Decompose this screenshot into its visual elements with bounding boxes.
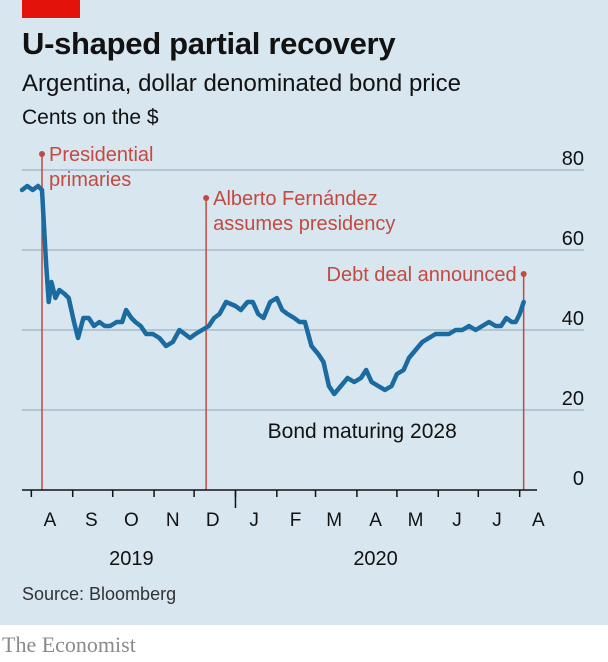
annotation-layer: Presidential primaries Alberto Fernández as… xyxy=(39,144,527,490)
x-month-label-6: F xyxy=(290,510,302,531)
series-layer: Bond maturing 2028 xyxy=(19,183,526,443)
grid-layer: 0 20 40 60 80 xyxy=(22,148,584,490)
bond-price-chart: 0 20 40 60 80 Presidential primaries Alberto F… xyxy=(19,144,584,570)
annotation-label-0-0: Presidential xyxy=(49,144,154,166)
x-month-label-3: N xyxy=(166,510,180,531)
x-axis: A S O N D J F M A M J J A 2019 2020 xyxy=(22,489,545,570)
chart-unit-label: Cents on the $ xyxy=(22,106,159,129)
brand-red-tag xyxy=(22,0,80,18)
source-note: Source: Bloomberg xyxy=(22,584,177,604)
x-month-label-4: D xyxy=(206,510,220,531)
annotation-dot-1 xyxy=(203,195,210,201)
x-month-label-9: M xyxy=(408,510,424,531)
annotation-label-1-0: Alberto Fernández xyxy=(213,188,378,210)
annotation-dot-2 xyxy=(520,271,527,277)
chart-title: U-shaped partial recovery xyxy=(22,26,396,61)
y-tick-label-40: 40 xyxy=(562,308,584,330)
publisher-logo: The Economist xyxy=(2,632,136,657)
annotation-label-1-1: assumes presidency xyxy=(213,213,395,235)
x-month-label-8: A xyxy=(369,510,382,531)
x-month-label-10: J xyxy=(452,510,462,531)
x-month-label-0: A xyxy=(44,510,57,531)
x-month-label-5: J xyxy=(249,510,259,531)
x-month-label-12: A xyxy=(532,510,545,531)
annotation-label-2-0: Debt deal announced xyxy=(327,264,517,286)
y-tick-label-80: 80 xyxy=(562,148,584,170)
chart-panel xyxy=(0,0,608,625)
x-year-label-0: 2019 xyxy=(109,548,154,570)
annotation-label-0-1: primaries xyxy=(49,169,131,191)
y-tick-label-20: 20 xyxy=(562,388,584,410)
x-month-label-7: M xyxy=(326,510,342,531)
x-month-label-11: J xyxy=(492,510,502,531)
x-month-label-2: O xyxy=(124,510,139,531)
series-label-0: Bond maturing 2028 xyxy=(268,420,457,443)
chart-subtitle: Argentina, dollar denominated bond price xyxy=(22,70,461,97)
y-tick-label-0: 0 xyxy=(573,468,584,490)
y-tick-label-60: 60 xyxy=(562,228,584,250)
annotation-dot-0 xyxy=(39,151,46,157)
series-line-0 xyxy=(19,183,526,397)
x-year-label-1: 2020 xyxy=(353,548,398,570)
x-month-label-1: S xyxy=(85,510,98,531)
